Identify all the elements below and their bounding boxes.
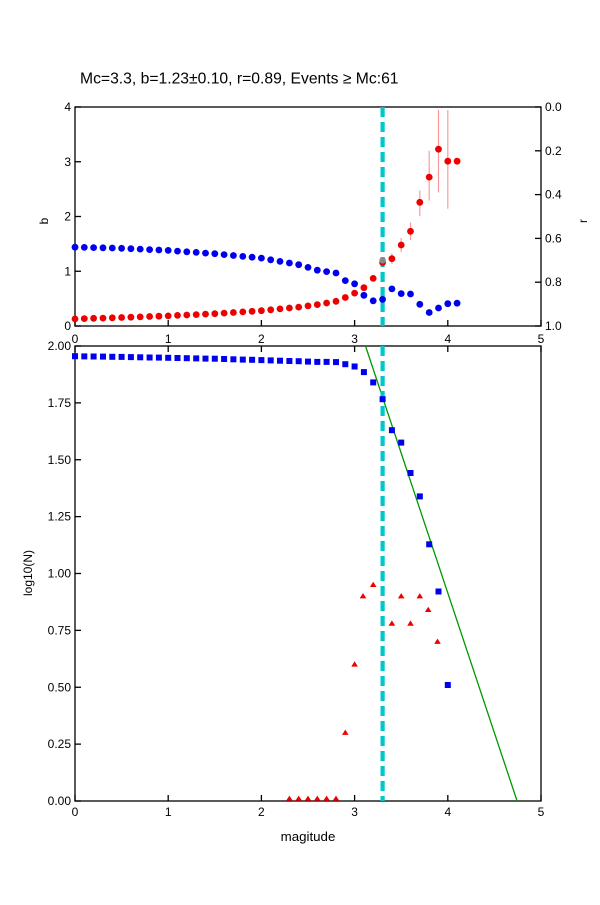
svg-text:4: 4 (64, 100, 71, 114)
svg-text:0.4: 0.4 (545, 188, 562, 202)
svg-text:log10(N): log10(N) (21, 550, 35, 596)
svg-text:0.50: 0.50 (48, 680, 72, 694)
svg-text:5: 5 (538, 332, 545, 346)
svg-text:0: 0 (72, 805, 79, 819)
svg-text:0.6: 0.6 (545, 231, 562, 245)
svg-text:2: 2 (258, 805, 265, 819)
svg-text:magitude: magitude (281, 829, 336, 844)
svg-text:0.25: 0.25 (48, 737, 72, 751)
svg-text:3: 3 (351, 332, 358, 346)
svg-text:1.25: 1.25 (48, 510, 72, 524)
svg-text:r: r (576, 219, 590, 223)
svg-text:0.0: 0.0 (545, 100, 562, 114)
svg-text:1: 1 (165, 332, 172, 346)
svg-text:1.00: 1.00 (48, 567, 72, 581)
svg-text:0.8: 0.8 (545, 275, 562, 289)
svg-text:1: 1 (165, 805, 172, 819)
svg-text:1.50: 1.50 (48, 453, 72, 467)
svg-text:1.75: 1.75 (48, 396, 72, 410)
svg-text:0.00: 0.00 (48, 794, 72, 808)
svg-text:2: 2 (258, 332, 265, 346)
svg-text:0: 0 (72, 332, 79, 346)
svg-text:b: b (37, 217, 51, 224)
svg-text:2: 2 (64, 210, 71, 224)
svg-text:5: 5 (538, 805, 545, 819)
svg-text:3: 3 (64, 155, 71, 169)
svg-text:2.00: 2.00 (48, 339, 72, 353)
svg-text:Mc=3.3, b=1.23±0.10, r=0.89, E: Mc=3.3, b=1.23±0.10, r=0.89, Events ≥ Mc… (80, 71, 399, 88)
svg-text:4: 4 (444, 805, 451, 819)
svg-text:0.2: 0.2 (545, 144, 562, 158)
svg-text:1: 1 (64, 264, 71, 278)
svg-text:1.0: 1.0 (545, 319, 562, 333)
svg-text:4: 4 (444, 332, 451, 346)
svg-text:0.75: 0.75 (48, 623, 72, 637)
svg-text:0: 0 (64, 319, 71, 333)
svg-text:3: 3 (351, 805, 358, 819)
